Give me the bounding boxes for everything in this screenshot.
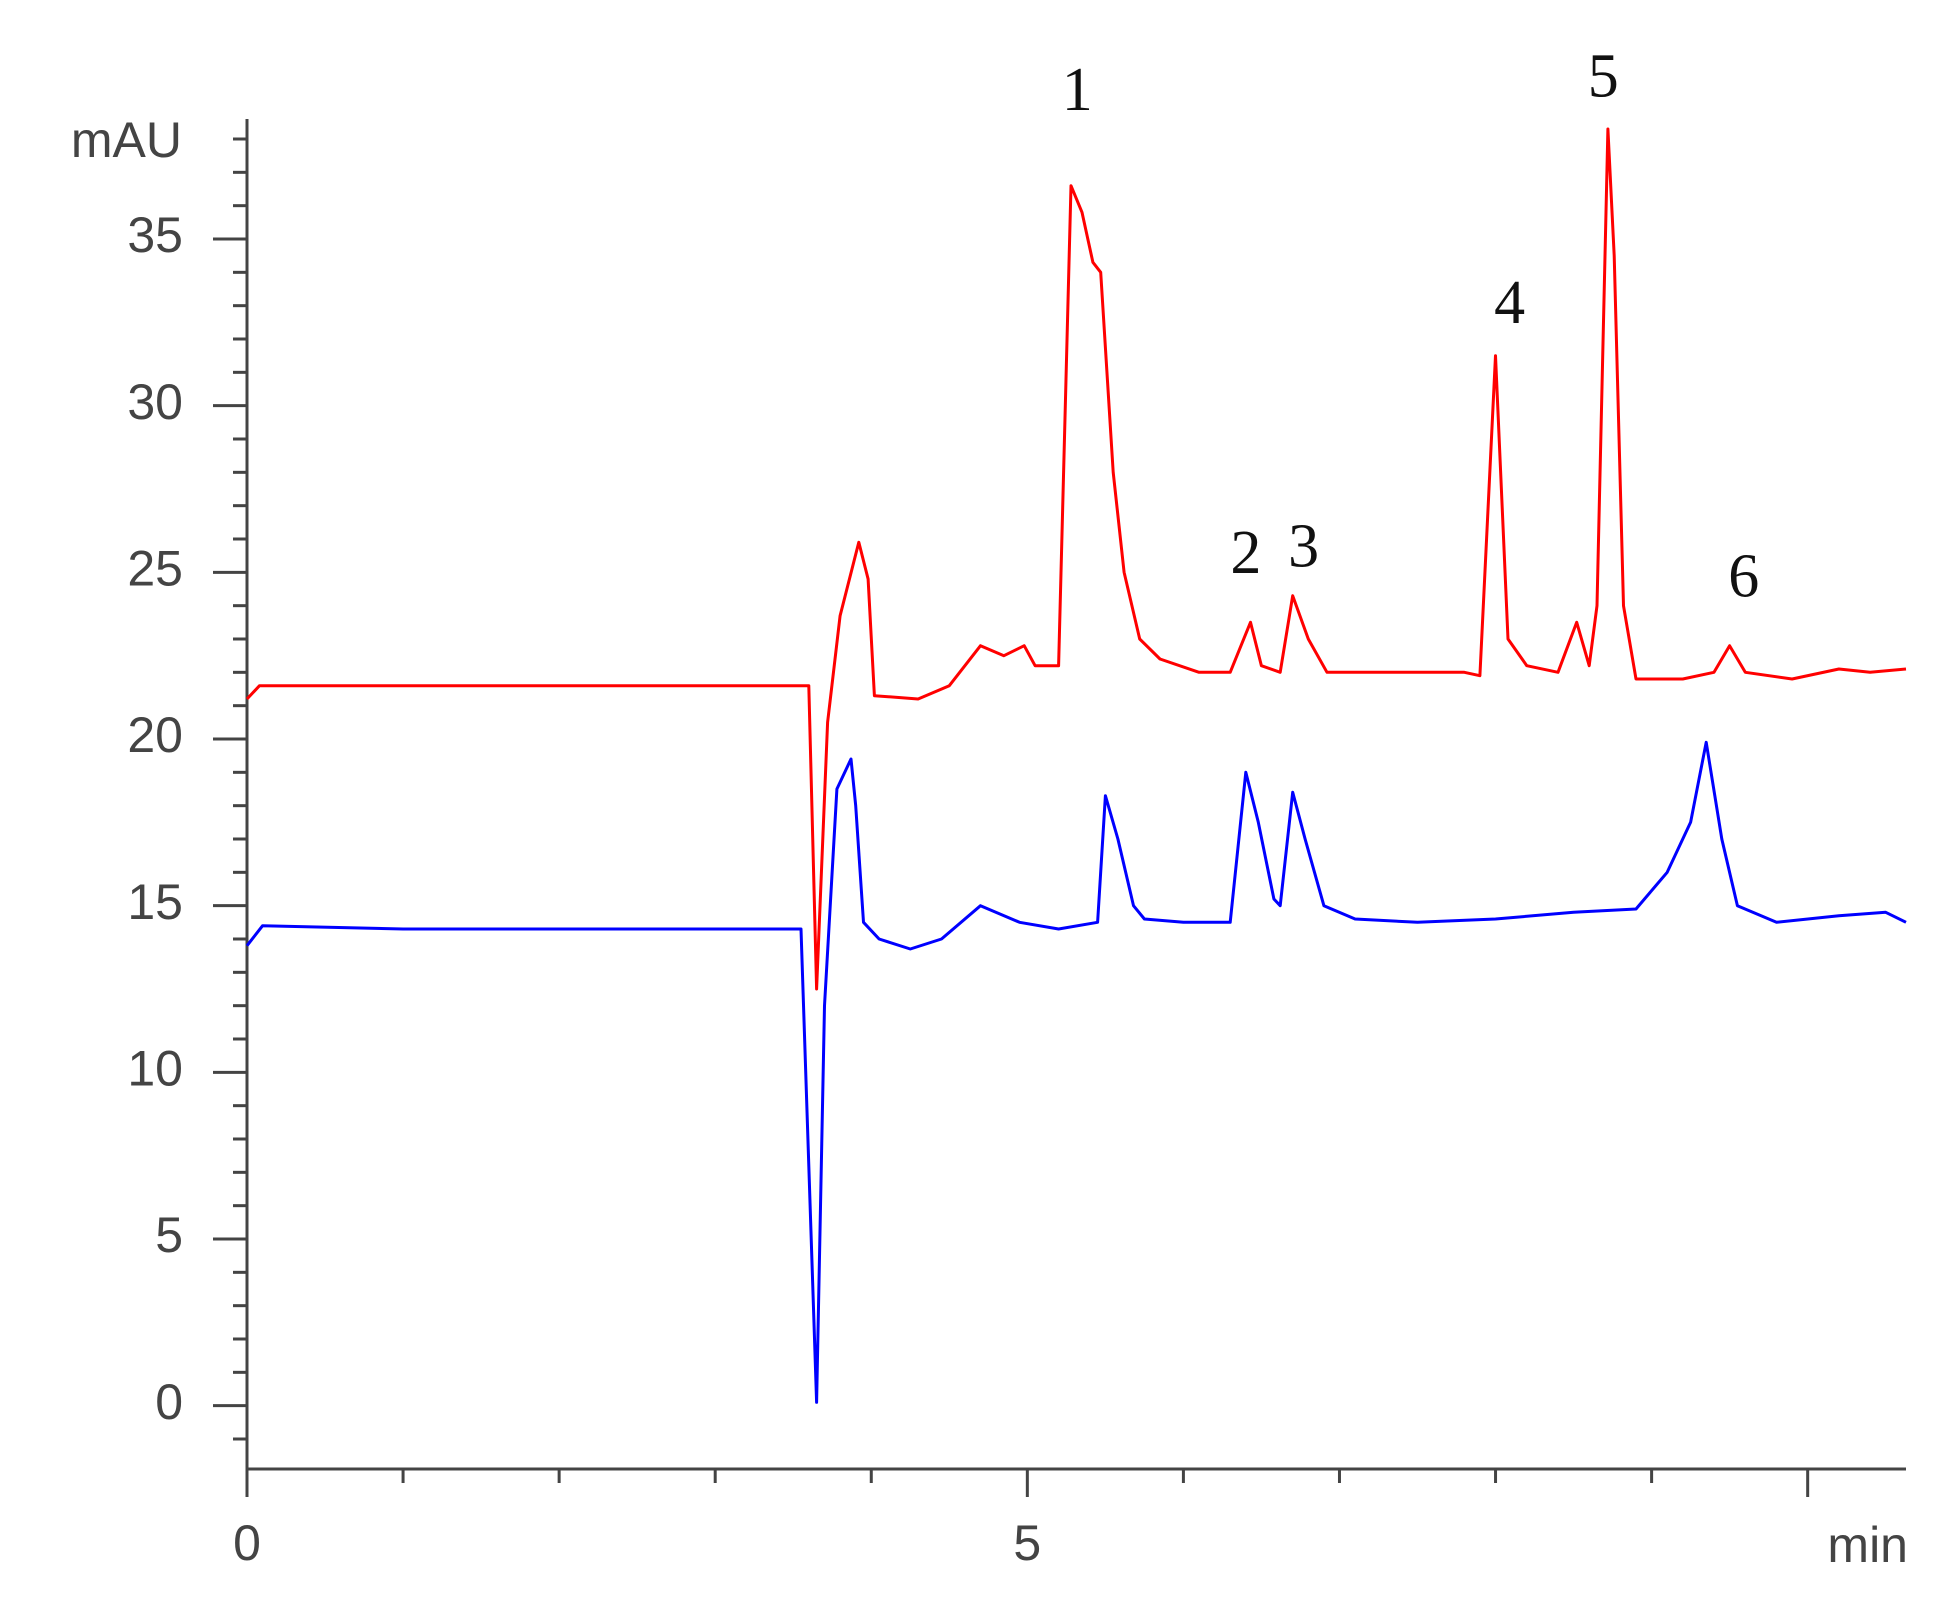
trace — [245, 740, 1907, 1404]
x-tick-label: 5 — [1013, 1515, 1041, 1571]
peak-label: 2 — [1230, 519, 1261, 587]
y-tick-label: 5 — [155, 1207, 183, 1263]
peak-label: 4 — [1494, 269, 1525, 337]
peak-label: 3 — [1288, 513, 1319, 581]
y-tick-label: 35 — [127, 207, 183, 263]
peak-label: 5 — [1588, 43, 1619, 111]
trace — [245, 127, 1907, 991]
x-tick-label: 0 — [233, 1515, 261, 1571]
y-tick-label: 15 — [127, 874, 183, 930]
peak-label: 6 — [1728, 543, 1759, 611]
y-tick-label: 0 — [155, 1374, 183, 1430]
y-tick-label: 10 — [127, 1041, 183, 1097]
peak-label: 1 — [1062, 56, 1093, 124]
y-tick-label: 30 — [127, 374, 183, 430]
y-tick-label: 25 — [127, 541, 183, 597]
y-axis-label: mAU — [71, 112, 182, 168]
y-tick-label: 20 — [127, 707, 183, 763]
x-axis-label: min — [1827, 1517, 1908, 1573]
